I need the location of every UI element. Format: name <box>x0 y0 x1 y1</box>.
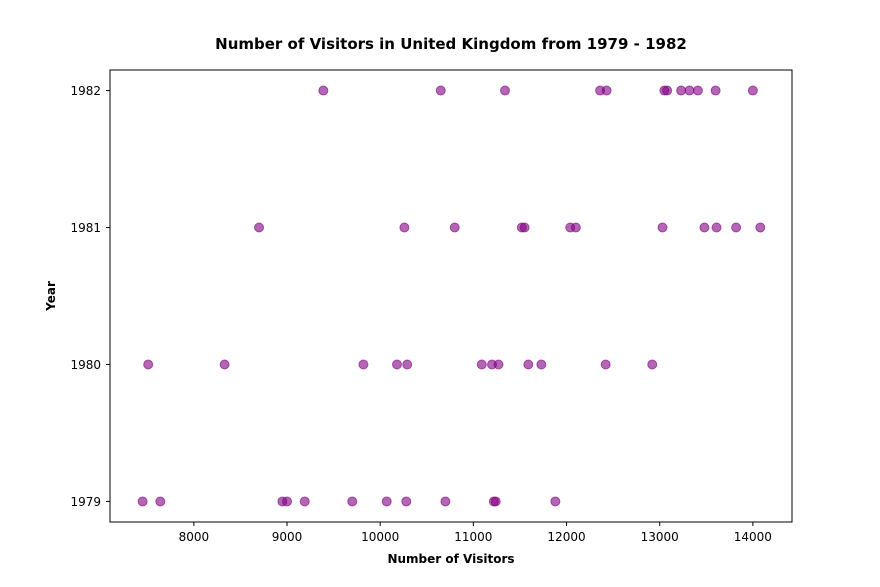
scatter-point <box>435 85 446 96</box>
scatter-point <box>647 359 658 370</box>
y-axis-ticks: 1979 1980 1981 1982 <box>70 84 110 509</box>
scatter-point <box>318 85 329 96</box>
y-axis-label: Year <box>44 281 58 312</box>
x-tick-label: 11000 <box>454 530 492 544</box>
scatter-point <box>711 222 722 233</box>
chart-title: Number of Visitors in United Kingdom fro… <box>215 35 687 53</box>
scatter-point <box>402 359 413 370</box>
scatter-point <box>381 496 392 507</box>
x-axis-label: Number of Visitors <box>387 552 514 566</box>
scatter-point <box>401 496 412 507</box>
scatter-point <box>254 222 265 233</box>
scatter-point <box>155 496 166 507</box>
x-tick-label: 14000 <box>734 530 772 544</box>
scatter-point <box>490 496 501 507</box>
scatter-point <box>143 359 154 370</box>
scatter-point <box>536 359 547 370</box>
scatter-point <box>600 359 611 370</box>
scatter-point <box>699 222 710 233</box>
scatter-point <box>550 496 561 507</box>
scatter-point <box>523 359 534 370</box>
scatter-point <box>137 496 148 507</box>
scatter-point <box>476 359 487 370</box>
x-axis-ticks: 8000 9000 10000 11000 12000 13000 14000 <box>179 522 772 544</box>
x-tick-label: 12000 <box>547 530 585 544</box>
scatter-point <box>731 222 742 233</box>
scatter-point <box>755 222 766 233</box>
scatter-point <box>692 85 703 96</box>
scatter-point <box>282 496 293 507</box>
scatter-point <box>500 85 511 96</box>
scatter-point <box>493 359 504 370</box>
scatter-point <box>299 496 310 507</box>
scatter-point <box>747 85 758 96</box>
y-tick-label: 1980 <box>70 358 101 372</box>
scatter-point <box>657 222 668 233</box>
y-tick-label: 1982 <box>70 84 101 98</box>
scatter-point <box>219 359 230 370</box>
x-tick-label: 10000 <box>361 530 399 544</box>
data-points <box>137 85 766 507</box>
scatter-point <box>449 222 460 233</box>
x-tick-label: 13000 <box>641 530 679 544</box>
scatter-point <box>399 222 410 233</box>
scatter-point <box>519 222 530 233</box>
y-tick-label: 1981 <box>70 221 101 235</box>
scatter-point <box>440 496 451 507</box>
scatter-point <box>601 85 612 96</box>
scatter-point <box>684 85 695 96</box>
scatter-point <box>662 85 673 96</box>
y-tick-label: 1979 <box>70 495 101 509</box>
scatter-point <box>347 496 358 507</box>
scatter-point <box>710 85 721 96</box>
plot-frame <box>109 69 793 523</box>
scatter-point <box>676 85 687 96</box>
x-tick-label: 8000 <box>179 530 210 544</box>
scatter-point <box>391 359 402 370</box>
scatter-point <box>358 359 369 370</box>
x-tick-label: 9000 <box>272 530 303 544</box>
scatter-point <box>570 222 581 233</box>
